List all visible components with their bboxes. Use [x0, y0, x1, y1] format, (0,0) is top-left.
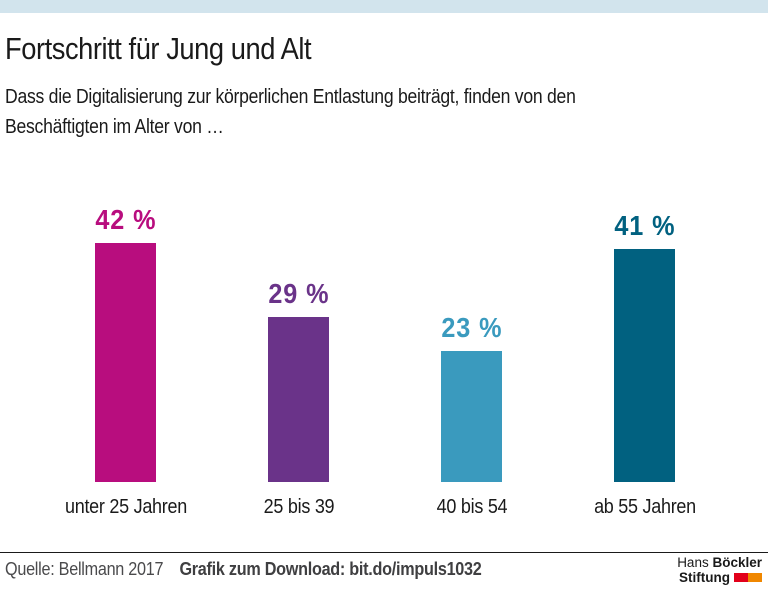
footer: Quelle: Bellmann 2017 Grafik zum Downloa… — [5, 559, 482, 580]
bar-group: 42 % unter 25 Jahren — [39, 190, 212, 522]
bar-value-label: 41 % — [613, 210, 676, 241]
bar-value-label: 29 % — [267, 278, 330, 309]
logo-orange-square-icon — [748, 573, 762, 582]
bar-value-label: 42 % — [94, 204, 157, 235]
bar — [95, 243, 156, 482]
logo-line-1: Hans Böckler — [677, 555, 762, 570]
bar-group: 41 % ab 55 Jahren — [558, 190, 731, 522]
bar-value-label: 23 % — [440, 312, 503, 343]
hans-boeckler-stiftung-logo: Hans Böckler Stiftung — [677, 555, 762, 585]
top-accent-strip — [0, 0, 768, 13]
logo-line-2: Stiftung — [677, 570, 762, 585]
category-label: 25 bis 39 — [263, 496, 334, 518]
category-label: 40 bis 54 — [436, 496, 507, 518]
source-text: Quelle: Bellmann 2017 — [5, 559, 164, 579]
chart-subtitle: Dass die Digitalisierung zur körperliche… — [5, 82, 576, 142]
bar — [614, 249, 675, 482]
subtitle-line-1: Dass die Digitalisierung zur körperliche… — [5, 86, 576, 108]
logo-squares-icon — [734, 573, 762, 582]
bar-group: 23 % 40 bis 54 — [385, 190, 558, 522]
category-label: ab 55 Jahren — [593, 496, 696, 518]
bar — [268, 317, 329, 482]
footer-divider — [0, 552, 768, 553]
bar — [441, 351, 502, 482]
subtitle-line-2: Beschäftigten im Alter von … — [5, 116, 224, 138]
bar-chart: 42 % unter 25 Jahren 29 % 25 bis 39 23 % 40 b… — [39, 190, 731, 522]
bar-group: 29 % 25 bis 39 — [212, 190, 385, 522]
logo-red-square-icon — [734, 573, 748, 582]
page-title: Fortschritt für Jung und Alt — [5, 31, 312, 66]
download-link-text: Grafik zum Download: bit.do/impuls1032 — [179, 559, 482, 579]
category-label: unter 25 Jahren — [64, 496, 187, 518]
